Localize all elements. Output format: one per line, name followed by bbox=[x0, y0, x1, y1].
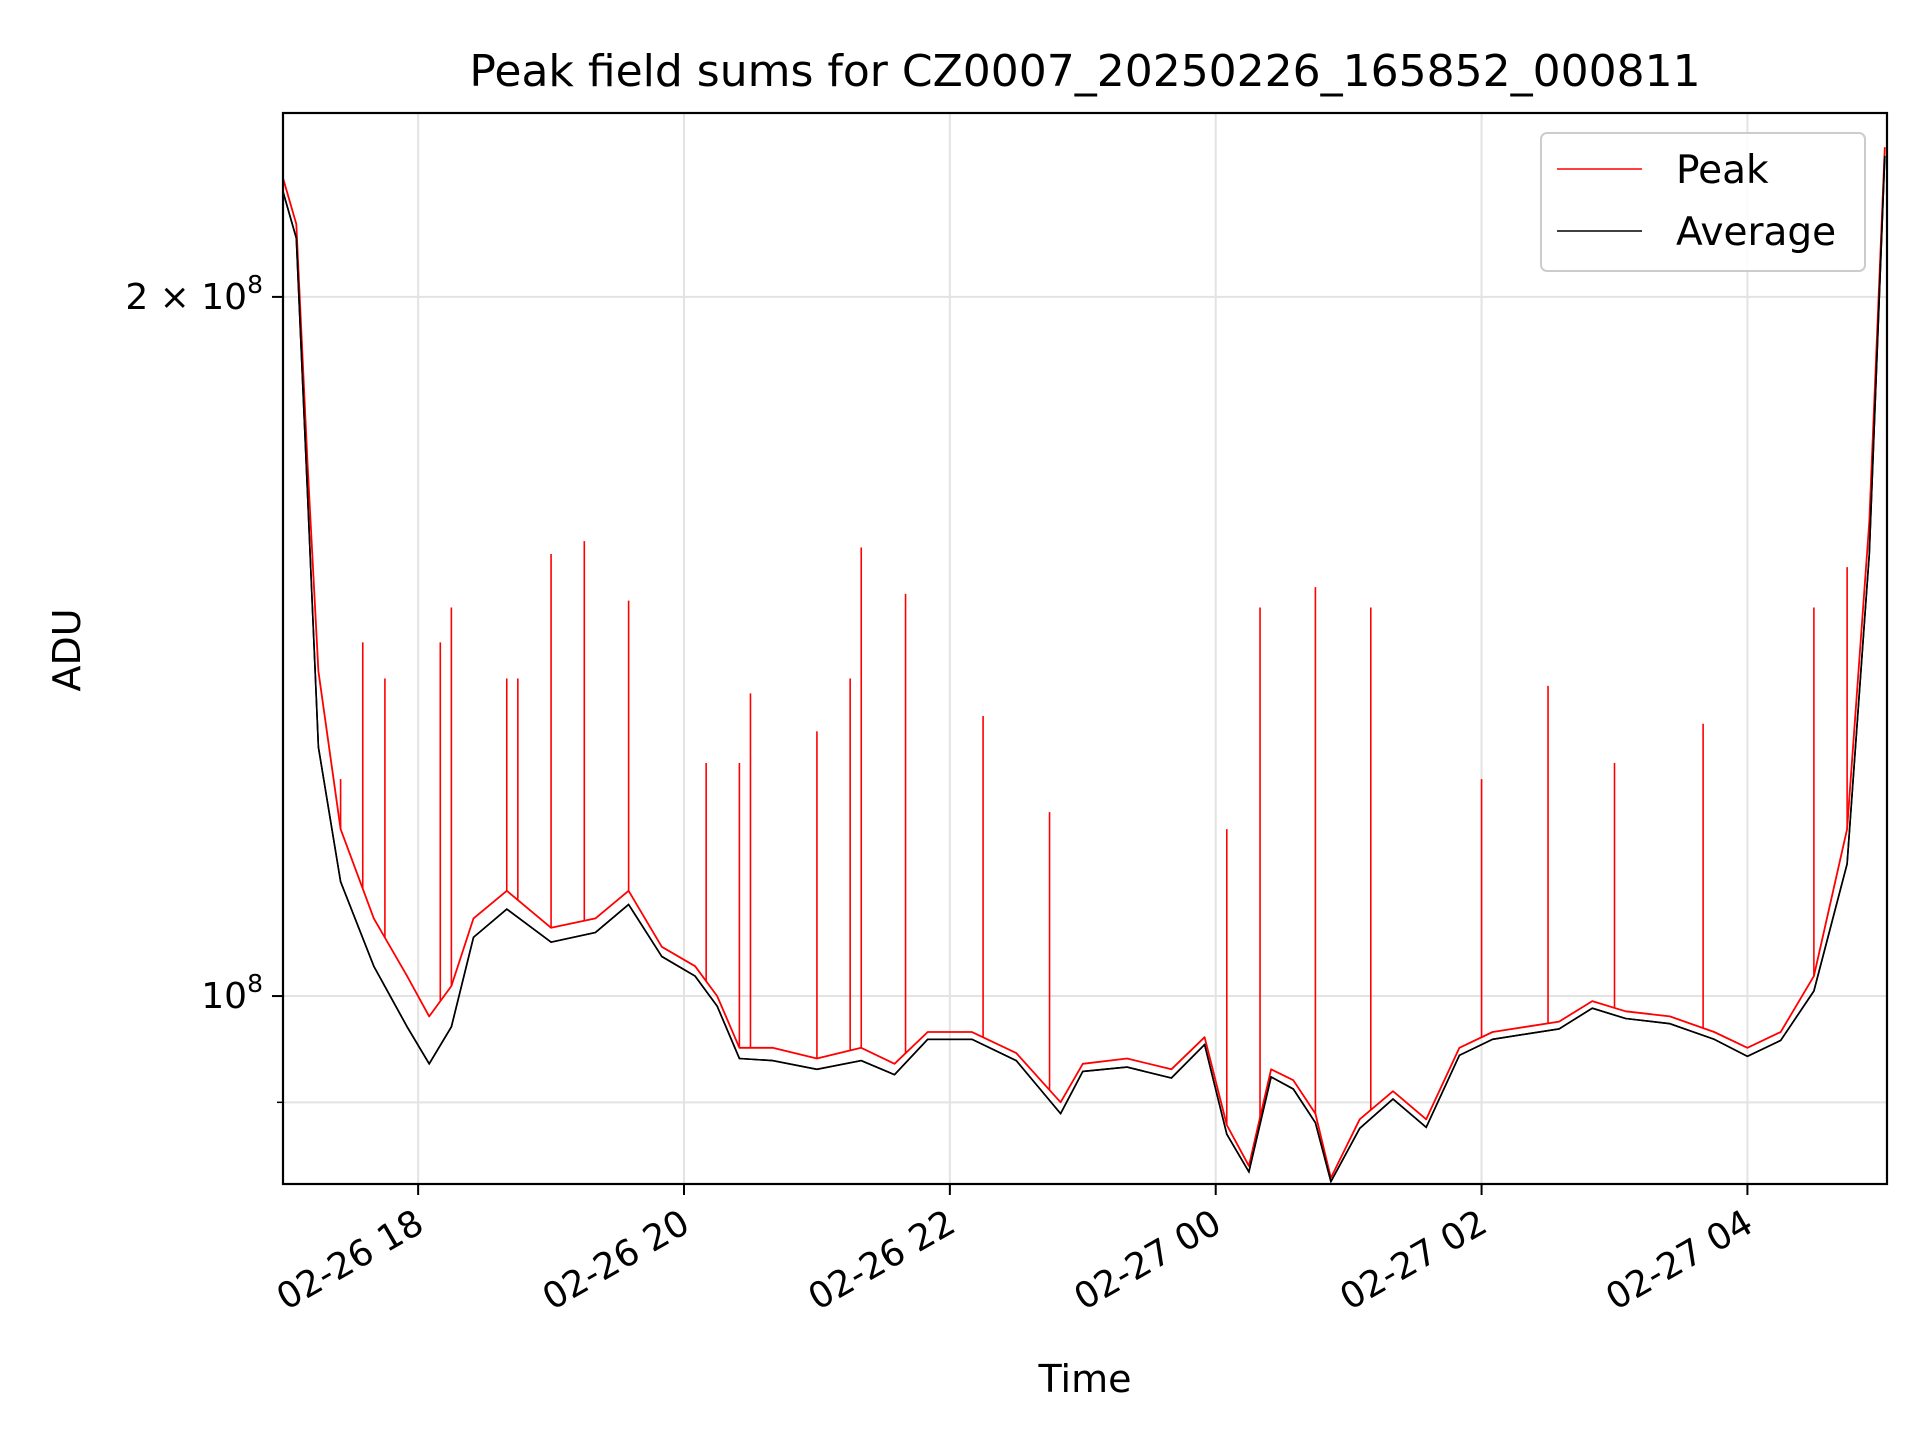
chart-title: Peak field sums for CZ0007_20250226_1658… bbox=[469, 46, 1700, 97]
legend-box bbox=[1540, 132, 1866, 272]
y-tick-label: 108 bbox=[201, 969, 263, 1017]
plot-frame bbox=[281, 111, 1889, 1186]
x-tick-label: 02-27 04 bbox=[1599, 1202, 1760, 1318]
y-tick-label-prefix: 2 × bbox=[125, 277, 201, 318]
legend: Peak Average bbox=[1540, 132, 1866, 272]
plot-layer bbox=[283, 147, 1886, 1184]
x-tick-label: 02-26 20 bbox=[536, 1202, 697, 1318]
series-line-peak bbox=[283, 147, 1886, 1179]
axis-layer: 02-26 18 02-26 20 02-26 22 02-27 00 02-27 02… bbox=[125, 270, 1760, 1319]
y-tick-label-exponent: 8 bbox=[247, 270, 263, 299]
x-axis-label: Time bbox=[1038, 1357, 1132, 1401]
x-tick-label: 02-27 00 bbox=[1068, 1202, 1229, 1318]
y-tick-label: 2 × 108 bbox=[125, 270, 263, 318]
grid-layer bbox=[283, 113, 1887, 1184]
y-axis-label: ADU bbox=[45, 608, 89, 691]
x-tick-label: 02-26 22 bbox=[802, 1202, 963, 1318]
y-tick-label-base: 10 bbox=[201, 277, 247, 318]
legend-label-peak: Peak bbox=[1676, 148, 1769, 193]
series-line-average bbox=[283, 155, 1886, 1183]
legend-label-average: Average bbox=[1676, 210, 1836, 255]
x-tick-label: 02-26 18 bbox=[270, 1202, 431, 1318]
y-tick-label-base: 10 bbox=[201, 976, 247, 1017]
x-tick-label: 02-27 02 bbox=[1333, 1202, 1494, 1318]
y-tick-label-exponent: 8 bbox=[247, 969, 263, 998]
series-line-average-top bbox=[283, 155, 1886, 1184]
